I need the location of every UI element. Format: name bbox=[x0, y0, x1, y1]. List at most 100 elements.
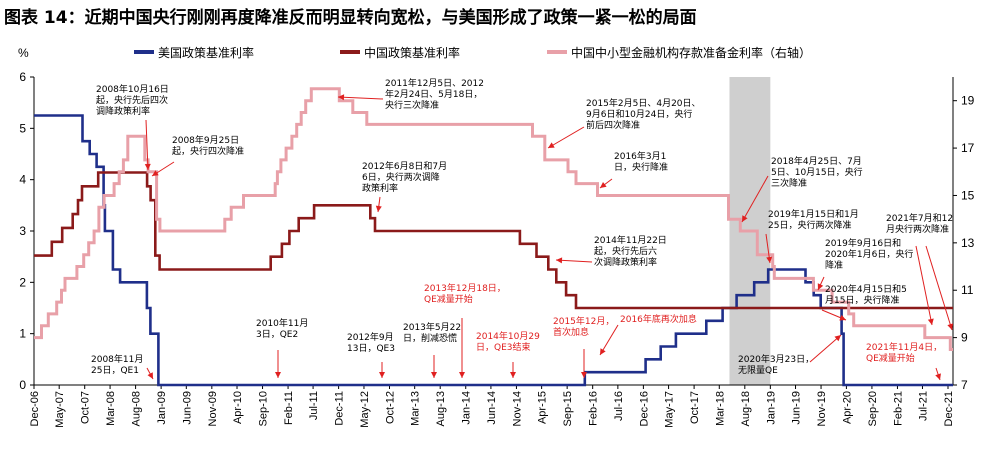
annotation-text-line: 日，削减恐慌 bbox=[403, 332, 457, 344]
x-tick-label: Aug-18 bbox=[740, 391, 752, 426]
left-tick-label: 6 bbox=[19, 70, 26, 84]
x-tick-label: May-07 bbox=[54, 391, 66, 428]
annotation-arrow-head bbox=[431, 372, 437, 378]
annotation-text-line: 起，央行四次降准 bbox=[172, 145, 244, 157]
annotation-text-line: 2011年12月5日、2012 bbox=[385, 77, 484, 89]
annotation-arrow-head bbox=[947, 323, 954, 330]
left-axis-unit: % bbox=[18, 46, 29, 60]
x-tick-label: Jan-09 bbox=[156, 391, 168, 425]
x-tick-label: Mar-18 bbox=[714, 391, 726, 426]
right-tick-label: 17 bbox=[961, 141, 975, 155]
annotation-text-line: 6日，央行两次调降 bbox=[362, 171, 440, 183]
annotation-text-line: 2019年1月15日和1月 bbox=[768, 208, 859, 220]
annotation-arrow-head bbox=[839, 314, 846, 321]
annotation-a21: 2020年3月23日，无限量QE bbox=[738, 334, 842, 376]
x-tick-label: Nov-19 bbox=[816, 391, 828, 426]
annotation-arrow-head bbox=[600, 348, 606, 355]
x-tick-label: Jun-19 bbox=[791, 391, 803, 425]
legend-entry-2: 中国政策基准利率 bbox=[364, 45, 460, 60]
annotation-text-line: 2012年6月8日和7月 bbox=[362, 160, 447, 172]
x-tick-label: Jul-21 bbox=[917, 391, 929, 421]
annotation-text-line: 2013年12月18日， bbox=[424, 282, 506, 294]
annotation-text-line: 首次加息 bbox=[553, 326, 589, 338]
annotation-text-line: 2013年5月22 bbox=[403, 321, 461, 333]
x-tick-label: Nov-09 bbox=[207, 391, 219, 426]
x-tick-label: Feb-16 bbox=[588, 391, 600, 426]
annotation-arrow-head bbox=[338, 94, 345, 101]
annotation-text-line: 央行三次降准 bbox=[385, 99, 439, 111]
annotation-arrow-head bbox=[152, 170, 159, 176]
x-tick-label: Nov-14 bbox=[511, 391, 523, 426]
annotation-arrow-head bbox=[275, 372, 281, 378]
annotation-text-line: 2016年3月1 bbox=[614, 150, 666, 162]
x-tick-label: Sep-15 bbox=[562, 391, 574, 426]
x-tick-label: Mar-13 bbox=[410, 391, 422, 426]
right-tick-label: 9 bbox=[961, 331, 968, 345]
annotation-text-line: 政策利率 bbox=[362, 182, 398, 194]
x-tick-label: Dec-21 bbox=[943, 391, 955, 426]
left-tick-label: 2 bbox=[19, 275, 26, 289]
annotation-text-line: 起，央行先后六 bbox=[594, 245, 657, 257]
left-tick-label: 5 bbox=[19, 121, 26, 135]
annotation-text-line: QE减量开始 bbox=[866, 352, 915, 364]
annotation-text-line: 日，央行降准 bbox=[614, 161, 668, 173]
right-tick-label: 15 bbox=[961, 188, 975, 202]
annotation-arrow-head bbox=[147, 372, 153, 379]
x-tick-label: Mar-08 bbox=[105, 391, 117, 426]
left-tick-label: 3 bbox=[19, 224, 26, 238]
annotation-a22: 2021年11月4日，QE减量开始 bbox=[866, 341, 942, 381]
annotation-text-line: 2015年12月， bbox=[553, 315, 614, 327]
x-tick-label: Sep-20 bbox=[867, 391, 879, 426]
annotation-text-line: 三次降准 bbox=[771, 177, 807, 189]
annotation-arrow-line bbox=[925, 245, 953, 331]
annotation-arrow-line bbox=[809, 334, 842, 363]
left-tick-label: 1 bbox=[19, 327, 26, 341]
annotation-text-line: 月15日，央行降准 bbox=[825, 294, 899, 306]
annotation-arrow-line bbox=[337, 96, 384, 100]
x-tick-label: Sep-10 bbox=[258, 391, 270, 426]
x-tick-label: Apr-20 bbox=[841, 391, 853, 424]
annotation-text-line: 13日，QE3 bbox=[347, 343, 395, 354]
annotation-text-line: 2014年10月29 bbox=[476, 330, 540, 342]
annotation-arrow-head bbox=[834, 335, 841, 342]
x-tick-label: Apr-15 bbox=[537, 391, 549, 424]
annotation-arrow-head bbox=[556, 257, 563, 264]
annotation-text-line: 25日，QE1 bbox=[91, 365, 139, 376]
x-tick-label: Feb-21 bbox=[892, 391, 904, 426]
annotation-text-line: 日，QE3结束 bbox=[476, 341, 531, 353]
right-tick-label: 11 bbox=[961, 283, 974, 297]
x-tick-label: Jun-09 bbox=[181, 391, 193, 425]
annotation-text-line: 25日，央行两次降准 bbox=[768, 219, 851, 231]
x-tick-label: Apr-10 bbox=[232, 391, 244, 424]
annotation-text-line: 2008年11月 bbox=[91, 353, 143, 365]
x-tick-label: Jun-14 bbox=[486, 391, 498, 425]
x-tick-label: Dec-11 bbox=[334, 391, 346, 426]
annotation-text-line: 3日，QE2 bbox=[256, 329, 298, 340]
annotation-text-line: 9月6日和10月24日，央行 bbox=[586, 108, 692, 120]
annotation-arrow-head bbox=[766, 256, 773, 263]
left-tick-label: 4 bbox=[19, 173, 26, 187]
annotation-text-line: 月央行两次降准 bbox=[886, 223, 949, 235]
x-tick-label: May-17 bbox=[664, 391, 676, 428]
annotation-text-line: 调降政策利率 bbox=[96, 105, 150, 117]
x-tick-label: Oct-07 bbox=[80, 391, 92, 424]
annotation-text-line: 2010年11月 bbox=[256, 317, 308, 329]
annotation-text-line: 降准 bbox=[825, 259, 843, 271]
annotation-text-line: 2021年11月4日， bbox=[866, 341, 942, 353]
annotation-arrow-line bbox=[145, 119, 149, 171]
x-tick-label: Dec-16 bbox=[638, 391, 650, 426]
annotation-text-line: 2016年底再次加息 bbox=[620, 313, 697, 325]
annotation-arrow-head bbox=[935, 373, 941, 380]
